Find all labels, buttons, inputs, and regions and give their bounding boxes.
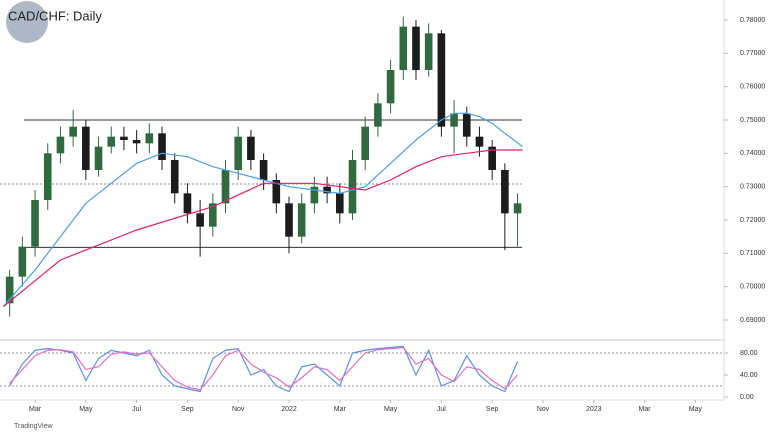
x-tick-label: Nov [537,406,550,413]
candle-body [374,103,382,127]
candle-body [348,160,357,214]
candle-body [488,146,496,170]
indicator-line [9,345,519,393]
candle-body [221,170,230,204]
candle-body [285,203,293,237]
x-tick-label: 2022 [281,406,297,413]
candle-body [107,136,116,147]
candle-body [386,70,395,104]
footer-brand: TradingView [14,423,53,430]
candle-body [5,276,14,304]
candle-body [513,203,522,214]
candle-body [501,170,509,214]
y-tick-label: 0.76000 [740,84,765,91]
candle-body [475,136,484,147]
candle-body [361,126,369,160]
candle-body [412,26,420,71]
candle-body [145,133,154,144]
indicator-line [9,346,519,391]
x-tick-label: Jul [132,406,141,413]
x-tick-label: Jul [437,406,446,413]
y-tick-label: 40.00 [740,372,758,379]
candle-body [234,136,243,170]
candle-body [132,140,141,144]
y-tick-label: 0.73000 [740,184,765,191]
y-tick-label: 0.71000 [740,250,765,257]
candle-body [43,153,52,200]
indicator-line [2,112,524,308]
x-tick-label: Sep [181,406,194,413]
candle-body [209,203,217,227]
x-tick-label: May [689,406,703,413]
candle-body [183,193,192,214]
candle-body [31,200,39,247]
y-tick-label: 0.70000 [740,284,765,291]
y-tick-label: 0.69000 [740,317,765,324]
x-tick-label: Sep [486,406,499,413]
x-tick-label: Mar [334,406,347,413]
candle-body [69,126,77,137]
candle-body [247,136,255,160]
candle-body [82,126,90,170]
x-tick-label: May [384,406,398,413]
candle-body [94,146,103,170]
y-tick-label: 0.78000 [740,17,765,24]
y-tick-label: 0.72000 [740,217,765,224]
y-tick-label: 0.75000 [740,117,765,124]
x-tick-label: Nov [232,406,245,413]
candle-body [310,186,319,204]
candle-body [335,193,344,214]
candle-body [399,26,408,71]
candle-body [323,186,331,194]
candle-body [196,213,204,227]
candle-body [120,136,128,140]
candle-body [158,133,166,160]
candle-body [450,113,458,127]
y-tick-label: 80.00 [740,350,758,357]
candle-body [259,160,268,180]
candle-body [462,113,471,137]
candle-body [437,33,446,127]
logo [6,1,48,43]
candle-body [170,160,179,194]
x-tick-label: May [79,406,93,413]
candle-body [424,33,433,70]
candle-body [56,136,65,154]
candle-body [272,180,281,204]
x-tick-label: Mar [639,406,652,413]
x-tick-label: Mar [29,406,42,413]
indicator-line [2,149,523,308]
y-tick-label: 0.74000 [740,150,765,157]
chart-title: CAD/CHF: Daily [8,8,102,23]
y-tick-label: 0.00 [740,394,754,401]
y-tick-label: 0.77000 [740,50,765,57]
candle-body [297,203,306,237]
x-tick-label: 2023 [586,406,602,413]
candle-body [18,246,27,277]
